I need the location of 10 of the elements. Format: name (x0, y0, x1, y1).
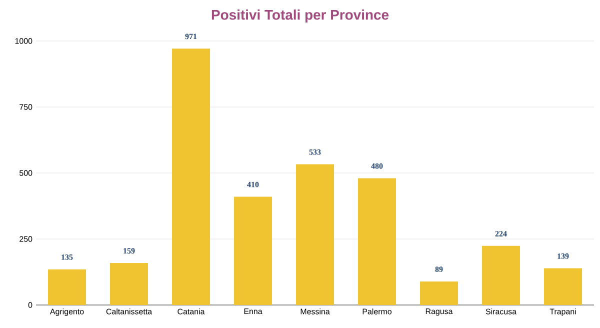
chart-title: Positivi Totali per Province (212, 10, 389, 23)
bar (296, 164, 334, 305)
bar (234, 196, 272, 305)
bar (172, 48, 210, 305)
bar (420, 282, 458, 305)
bar (482, 246, 520, 305)
bar (48, 269, 86, 305)
bar (110, 263, 148, 305)
bar (544, 268, 582, 305)
bar (358, 178, 396, 305)
